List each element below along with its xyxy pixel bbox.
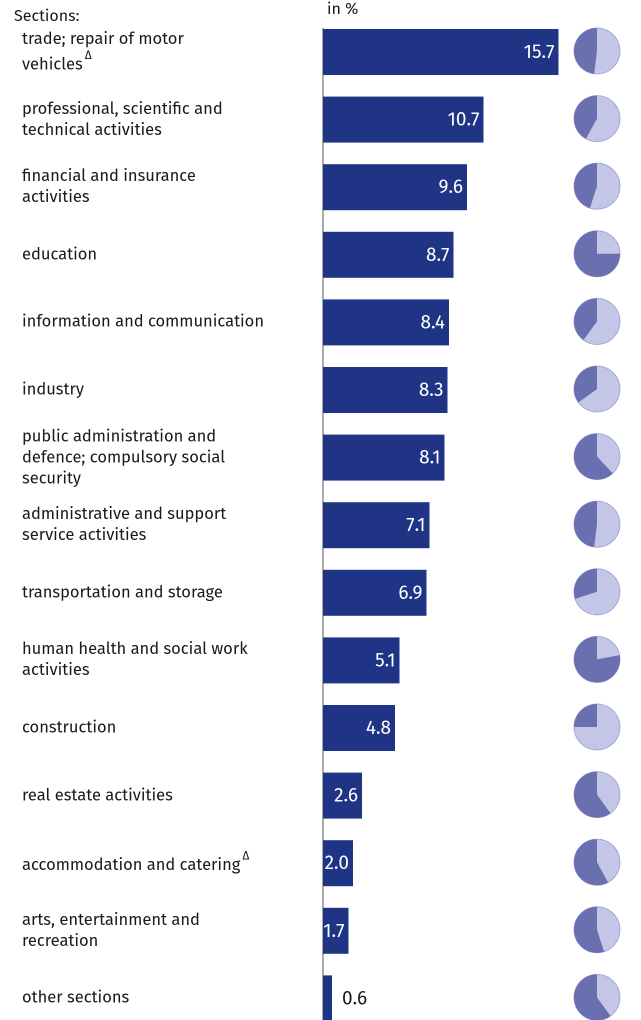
bar <box>323 96 484 143</box>
value-label: 4.8 <box>366 717 391 740</box>
value-label: 2.6 <box>334 785 358 808</box>
pie-slice <box>574 95 597 139</box>
pie-slice <box>574 366 597 403</box>
category-label: human health and social work activities <box>22 639 312 681</box>
value-label: 8.1 <box>419 447 440 470</box>
category-text: real estate activities <box>22 786 173 806</box>
pie-slice <box>574 230 620 277</box>
category-text: other sections <box>22 988 130 1008</box>
bar <box>323 907 349 954</box>
value-axis-title: in % <box>327 0 359 19</box>
pie-slice <box>574 163 597 209</box>
category-label: financial and insurance activities <box>22 166 312 208</box>
bar <box>323 772 362 819</box>
category-text: public administration and defence; compu… <box>22 427 226 489</box>
bar <box>323 164 467 211</box>
category-label: information and communication <box>22 312 312 333</box>
pie-slice <box>574 771 611 818</box>
bar <box>323 299 449 346</box>
category-text: accommodation and catering <box>22 855 241 875</box>
pie-slice <box>574 704 597 727</box>
category-label: industry <box>22 380 312 401</box>
category-label: education <box>22 244 312 265</box>
category-label: accommodation and catering Δ <box>22 849 312 876</box>
category-label: public administration and defence; compu… <box>22 426 312 489</box>
category-text: administrative and support service activ… <box>22 505 227 546</box>
pie-slice <box>573 28 597 74</box>
value-label: 10.7 <box>448 109 480 132</box>
category-label: trade; repair of motor vehicles Δ <box>22 29 312 76</box>
value-label: 8.7 <box>426 244 449 267</box>
category-text: information and communication <box>22 312 264 332</box>
bar <box>323 231 454 278</box>
bar <box>323 29 559 75</box>
bar <box>323 637 400 684</box>
value-label: 7.1 <box>406 514 425 537</box>
pie-slice <box>573 568 597 599</box>
category-label: administrative and support service activ… <box>22 504 312 546</box>
value-label: 6.9 <box>398 582 422 605</box>
footnote-mark: Δ <box>84 48 92 63</box>
value-label: 8.4 <box>420 311 445 334</box>
bar <box>323 975 332 1020</box>
category-text: transportation and storage <box>22 583 223 603</box>
bar <box>323 569 427 616</box>
value-label: 2.0 <box>325 852 349 875</box>
bar <box>323 840 353 887</box>
category-label: arts, entertainment and recreation <box>22 910 312 952</box>
pie-slice <box>573 839 609 886</box>
category-label: construction <box>22 718 312 739</box>
category-text: construction <box>22 718 117 738</box>
footnote-mark: Δ <box>242 849 250 864</box>
value-label: 0.6 <box>342 987 367 1010</box>
pie-slice <box>574 974 611 1020</box>
value-label: 5.1 <box>375 649 395 672</box>
category-axis-title: Sections: <box>14 7 80 26</box>
category-text: human health and social work activities <box>22 640 248 681</box>
value-label: 8.3 <box>419 379 444 402</box>
value-label: 9.6 <box>439 176 463 199</box>
bar <box>323 434 445 481</box>
pie-slice <box>574 501 597 548</box>
category-text: professional, scientific and technical a… <box>22 99 223 140</box>
value-label: 1.7 <box>323 920 344 943</box>
category-text: education <box>22 245 98 265</box>
pie-slice <box>574 636 620 683</box>
category-text: trade; repair of motor vehicles <box>22 29 184 75</box>
value-label: 15.7 <box>524 41 555 64</box>
category-label: real estate activities <box>22 785 312 806</box>
category-text: financial and insurance activities <box>22 167 196 208</box>
bar <box>323 367 448 413</box>
category-label: professional, scientific and technical a… <box>22 99 312 141</box>
category-text: industry <box>22 380 84 400</box>
pie-slice <box>574 298 597 341</box>
bar <box>323 502 430 549</box>
category-label: other sections <box>22 988 312 1009</box>
category-label: transportation and storage <box>22 582 312 603</box>
bar <box>323 705 395 751</box>
pie-slice <box>574 433 613 480</box>
category-text: arts, entertainment and recreation <box>22 910 200 951</box>
pie-slice <box>574 906 605 953</box>
